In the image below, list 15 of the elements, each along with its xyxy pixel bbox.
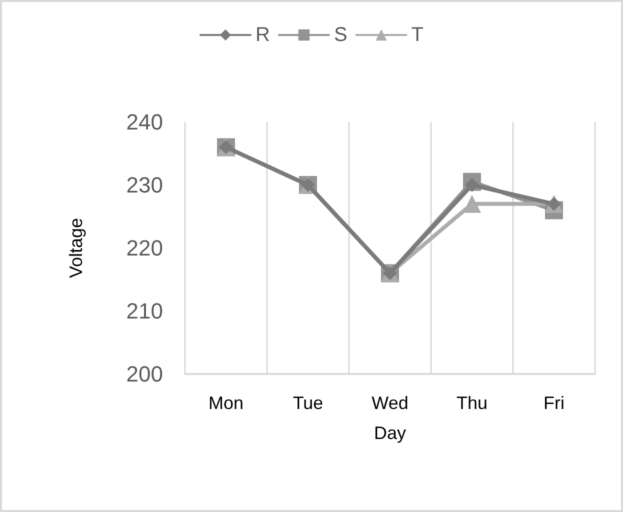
x-tick-label: Wed [372, 393, 408, 413]
legend-label: R [256, 24, 270, 46]
y-tick-label: 220 [126, 236, 163, 260]
y-tick-label: 200 [126, 362, 163, 386]
x-tick-label: Fri [544, 393, 564, 413]
x-tick-label: Tue [292, 393, 324, 413]
y-tick-label: 210 [126, 298, 163, 324]
x-axis-title: Day [374, 423, 406, 443]
x-tick-label: Mon [208, 393, 244, 413]
y-tick-label: 230 [126, 172, 163, 198]
legend-label: T [411, 24, 424, 46]
y-axis-title: Voltage [66, 218, 86, 278]
x-tick-label: Thu [456, 393, 488, 413]
legend-label: S [334, 24, 348, 46]
y-tick-label: 240 [126, 110, 163, 134]
